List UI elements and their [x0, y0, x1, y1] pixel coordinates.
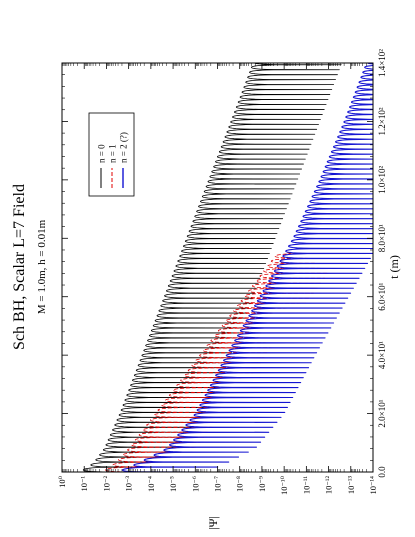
y-tick-label: 10⁻³ — [124, 476, 134, 492]
x-tick-label: 0.0 — [377, 466, 387, 478]
legend-label-n-2: n = 2 (?) — [119, 132, 129, 163]
x-tick-label: 8.0×10¹ — [377, 224, 387, 252]
x-tick-label: 2.0×10¹ — [377, 399, 387, 427]
x-tick-label: 1.0×10² — [377, 166, 387, 194]
y-tick-label: 10⁻¹⁴ — [368, 476, 378, 495]
y-tick-label: 10⁻⁹ — [257, 476, 267, 492]
x-axis: 0.0 2.0×10¹ 4.0×10¹ 6.0×10¹ 8.0×10¹ 1.0×10² 1.… — [62, 49, 387, 478]
series-line-n-2 — [121, 62, 374, 473]
y-axis: 10⁰ 10⁻¹ 10⁻² 10⁻³ 10⁻⁴ 10⁻⁵ 10⁻⁶ 10⁻⁷ 10⁻⁸ 10⁻⁹ 1… — [57, 63, 378, 495]
y-tick-label: 10⁻¹¹ — [301, 476, 311, 495]
plot-curves — [82, 62, 374, 473]
y-axis-label: |Ψ| — [206, 516, 220, 530]
series-line-n-1 — [105, 252, 345, 473]
x-tick-label: 1.4×10² — [377, 49, 387, 77]
y-tick-label: 10⁻⁶ — [190, 476, 200, 492]
x-tick-label: 4.0×10¹ — [377, 341, 387, 369]
y-tick-label: 10⁻¹⁰ — [279, 475, 289, 495]
y-tick-label: 10⁰ — [57, 475, 67, 488]
y-tick-label: 10⁻⁸ — [235, 476, 245, 492]
series-line-n-0 — [82, 62, 342, 473]
y-tick-label: 10⁻¹² — [324, 476, 334, 495]
x-tick-label: 1.2×10² — [377, 107, 387, 135]
x-axis-label: t (m) — [387, 255, 401, 279]
y-tick-label: 10⁻⁵ — [168, 476, 178, 492]
legend-label-n-1: n = 1 — [108, 144, 118, 163]
legend-label-n-0: n = 0 — [97, 144, 107, 163]
chart-title: Sch BH, Scalar L=7 Field — [11, 184, 28, 350]
y-tick-label: 10⁻² — [101, 476, 111, 492]
y-tick-label: 10⁻¹ — [79, 476, 89, 492]
legend-box — [88, 112, 135, 197]
y-tick-label: 10⁻¹³ — [346, 476, 356, 495]
chart-subtitle: M = 1.0m, h = 0.01m — [36, 219, 48, 314]
x-tick-label: 6.0×10¹ — [377, 282, 387, 310]
y-tick-label: 10⁻⁴ — [146, 476, 156, 492]
y-tick-label: 10⁻⁷ — [213, 476, 223, 492]
